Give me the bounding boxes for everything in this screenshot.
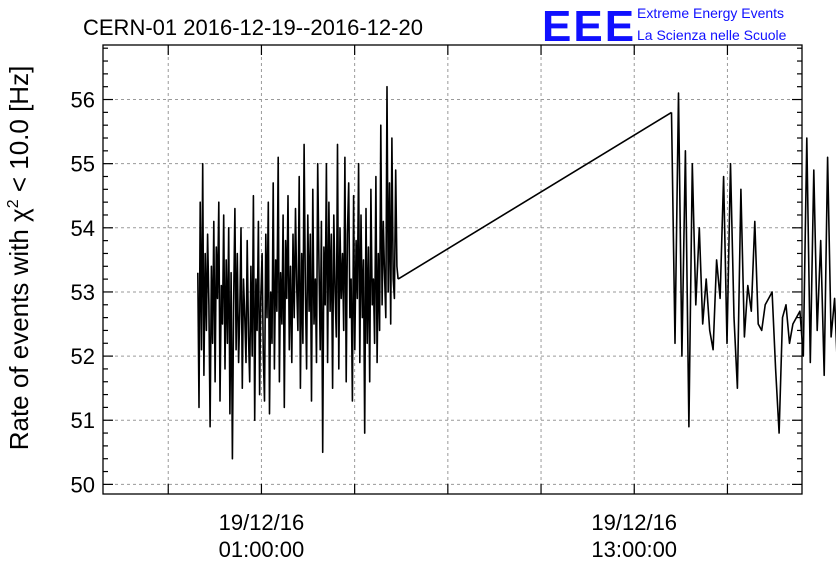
y-tick-label-1: 51 (71, 408, 95, 433)
y-axis-label: Rate of events with χ2 < 10.0 [Hz] (4, 66, 34, 451)
x-tick-time-1: 13:00:00 (591, 537, 677, 562)
eee-logo-text: EEE (542, 2, 636, 51)
y-axis-label-superscript: 2 (5, 199, 22, 208)
y-tick-label-4: 54 (71, 216, 95, 241)
series-0-segment-1 (397, 111, 672, 280)
chart-title: CERN-01 2016-12-19--2016-12-20 (83, 15, 423, 40)
org-name-line2: La Scienza nelle Scuole (637, 27, 787, 43)
axis-ticks (103, 45, 802, 494)
eee-logo: EEE Extreme Energy Events La Scienza nel… (542, 2, 787, 51)
y-tick-label-6: 56 (71, 88, 95, 113)
org-name-line1: Extreme Energy Events (637, 5, 784, 21)
x-tick-date-0: 19/12/16 (219, 510, 305, 535)
y-tick-label-5: 55 (71, 152, 95, 177)
y-tick-label-0: 50 (71, 472, 95, 497)
grid (103, 45, 802, 494)
y-axis-label-tail: < 10.0 [Hz] (4, 66, 34, 200)
y-tick-label-2: 52 (71, 344, 95, 369)
tick-labels: 5051525354555619/12/1601:00:0019/12/1613… (71, 88, 678, 562)
y-axis-label-main: Rate of events with χ (4, 208, 34, 450)
series-layer (197, 85, 836, 460)
x-tick-date-1: 19/12/16 (591, 510, 677, 535)
series-0-segment-0 (197, 85, 399, 460)
x-tick-time-0: 01:00:00 (219, 537, 305, 562)
plot-frame (102, 44, 803, 495)
y-tick-label-3: 53 (71, 280, 95, 305)
series-0-segment-2 (670, 92, 836, 434)
